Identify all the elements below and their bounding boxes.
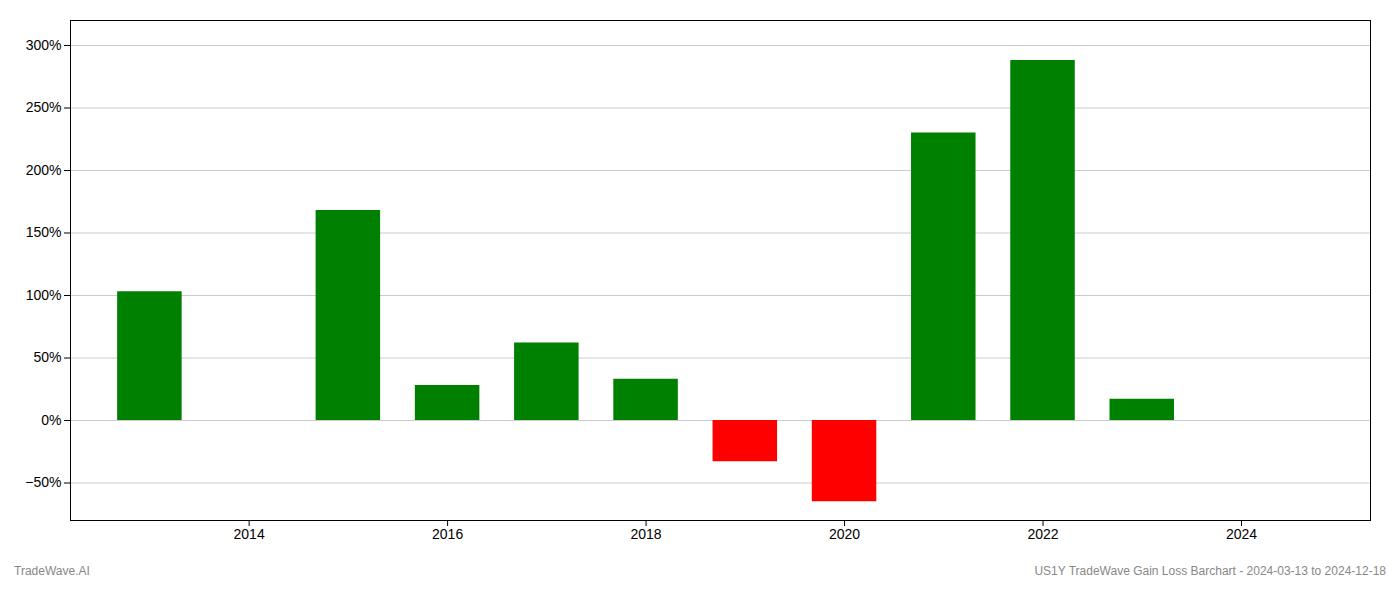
svg-text:2024: 2024 [1226, 526, 1257, 542]
svg-text:200%: 200% [26, 162, 62, 178]
html-text:TradeWave.AI: TradeWave.AI [14, 564, 90, 578]
svg-text:250%: 250% [26, 99, 62, 115]
svg-text:2022: 2022 [1027, 526, 1058, 542]
svg-text:150%: 150% [26, 224, 62, 240]
svg-text:2014: 2014 [234, 526, 265, 542]
svg-text:2020: 2020 [829, 526, 860, 542]
svg-text:2016: 2016 [432, 526, 463, 542]
svg-text:0%: 0% [41, 412, 61, 428]
svg-text:50%: 50% [33, 349, 61, 365]
svg-text:−50%: −50% [25, 474, 61, 490]
svg-text:300%: 300% [26, 37, 62, 53]
svg-text:2018: 2018 [630, 526, 661, 542]
html-text:US1Y TradeWave Gain Loss Barch: US1Y TradeWave Gain Loss Barchart - 2024… [1034, 564, 1386, 578]
svg-text:100%: 100% [26, 287, 62, 303]
